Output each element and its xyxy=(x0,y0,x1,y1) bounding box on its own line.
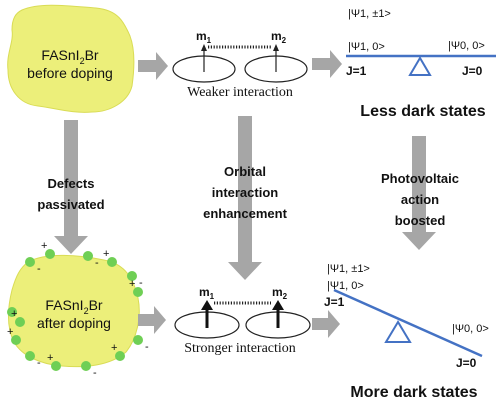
dopant-dot xyxy=(133,287,143,297)
dopant-dot xyxy=(7,307,17,317)
bottom-blob-formula: FASnI2Br xyxy=(45,297,102,316)
orbitals-stronger: m1 m2 Stronger interaction xyxy=(174,285,311,356)
label-j1-top: J=1 xyxy=(346,64,367,78)
dopant-dot xyxy=(133,335,143,345)
spin-arrowhead-m2-top xyxy=(273,44,279,51)
dopant-dot xyxy=(81,361,91,371)
states-top: |Ψ1, ±1> |Ψ1, 0> |Ψ0, 0> J=1 J=0 Less da… xyxy=(346,8,496,120)
top-blob-subtitle: before doping xyxy=(27,65,113,81)
arrow-down-left xyxy=(54,120,88,254)
label-photovoltaic-2: action xyxy=(401,192,439,207)
label-orbital-1: Orbital xyxy=(224,164,266,179)
label-m2-top: m2 xyxy=(271,29,287,45)
dopant-sign: + xyxy=(111,342,117,354)
seesaw-fulcrum-top xyxy=(408,56,432,76)
state-psi1-pm1-bottom: |Ψ1, ±1> xyxy=(327,263,370,275)
dopant-sign: + xyxy=(41,240,47,252)
label-defects-2: passivated xyxy=(37,197,104,212)
dopant-dot xyxy=(45,249,55,259)
arrow-right-bottom-2 xyxy=(312,310,340,338)
dopant-sign: + xyxy=(11,308,17,320)
label-m1-bottom: m1 xyxy=(199,285,215,301)
label-defects-1: Defects xyxy=(48,176,95,191)
label-photovoltaic-1: Photovoltaic xyxy=(381,171,459,186)
dopant-sign: - xyxy=(95,257,99,269)
dopant-dot xyxy=(15,317,25,327)
seesaw-fulcrum-bottom xyxy=(384,320,412,343)
bottom-blob-subtitle: after doping xyxy=(37,315,111,331)
caption-weaker-interaction: Weaker interaction xyxy=(187,85,293,100)
dopant-sign: + xyxy=(7,326,13,338)
orbitals-weaker: m1 m2 Weaker interaction xyxy=(172,29,308,100)
label-j0-top: J=0 xyxy=(462,64,483,78)
arrow-right-top-2 xyxy=(312,50,342,78)
dopant-dot xyxy=(115,351,125,361)
dopant-dot xyxy=(83,251,93,261)
perovskite-blob-before xyxy=(7,4,135,113)
label-orbital-2: interaction xyxy=(212,185,279,200)
dopant-dot xyxy=(25,351,35,361)
spin-arrowhead-m2-bottom xyxy=(272,300,284,310)
spin-arrowhead-m1-top xyxy=(201,44,207,51)
state-psi0-0-top: |Ψ0, 0> xyxy=(448,40,485,52)
state-psi0-0-bottom: |Ψ0, 0> xyxy=(452,323,489,335)
dopant-sign: - xyxy=(37,357,41,369)
state-psi1-pm1-top: |Ψ1, ±1> xyxy=(348,8,391,20)
dopant-group: -+-+-+-+-+-+-+ xyxy=(7,240,149,379)
caption-less-dark-states: Less dark states xyxy=(360,103,486,120)
perovskite-blob-after xyxy=(8,254,140,368)
dopant-dot xyxy=(127,271,137,281)
arrow-down-middle xyxy=(228,116,262,280)
arrow-right-top-1 xyxy=(138,52,168,80)
label-photovoltaic-3: boosted xyxy=(395,213,446,228)
dopant-dot xyxy=(11,335,21,345)
top-blob-formula: FASnI2Br xyxy=(41,47,98,66)
dopant-sign: + xyxy=(47,352,53,364)
spin-arrowhead-m1-bottom xyxy=(201,300,213,310)
dopant-sign: - xyxy=(139,277,143,289)
state-psi1-0-bottom: |Ψ1, 0> xyxy=(327,280,364,292)
caption-stronger-interaction: Stronger interaction xyxy=(184,341,296,356)
dopant-sign: - xyxy=(145,341,149,353)
dopant-sign: - xyxy=(93,367,97,379)
dopant-sign: - xyxy=(37,263,41,275)
state-psi1-0-top: |Ψ1, 0> xyxy=(348,41,385,53)
arrow-down-right xyxy=(402,136,436,250)
states-bottom: |Ψ1, ±1> |Ψ1, 0> |Ψ0, 0> J=1 J=0 More da… xyxy=(324,263,489,401)
label-j1-bottom: J=1 xyxy=(324,295,345,309)
dopant-dot xyxy=(25,257,35,267)
label-m2-bottom: m2 xyxy=(272,285,288,301)
dopant-sign: + xyxy=(129,278,135,290)
caption-more-dark-states: More dark states xyxy=(350,384,477,401)
dopant-sign: + xyxy=(103,248,109,260)
label-orbital-3: enhancement xyxy=(203,206,287,221)
seesaw-beam-bottom xyxy=(333,288,483,358)
dopant-dot xyxy=(51,361,61,371)
dopant-dot xyxy=(107,257,117,267)
label-m1-top: m1 xyxy=(196,29,212,45)
label-j0-bottom: J=0 xyxy=(456,356,477,370)
flow-arrows xyxy=(54,50,436,338)
arrow-right-bottom-1 xyxy=(138,306,166,334)
